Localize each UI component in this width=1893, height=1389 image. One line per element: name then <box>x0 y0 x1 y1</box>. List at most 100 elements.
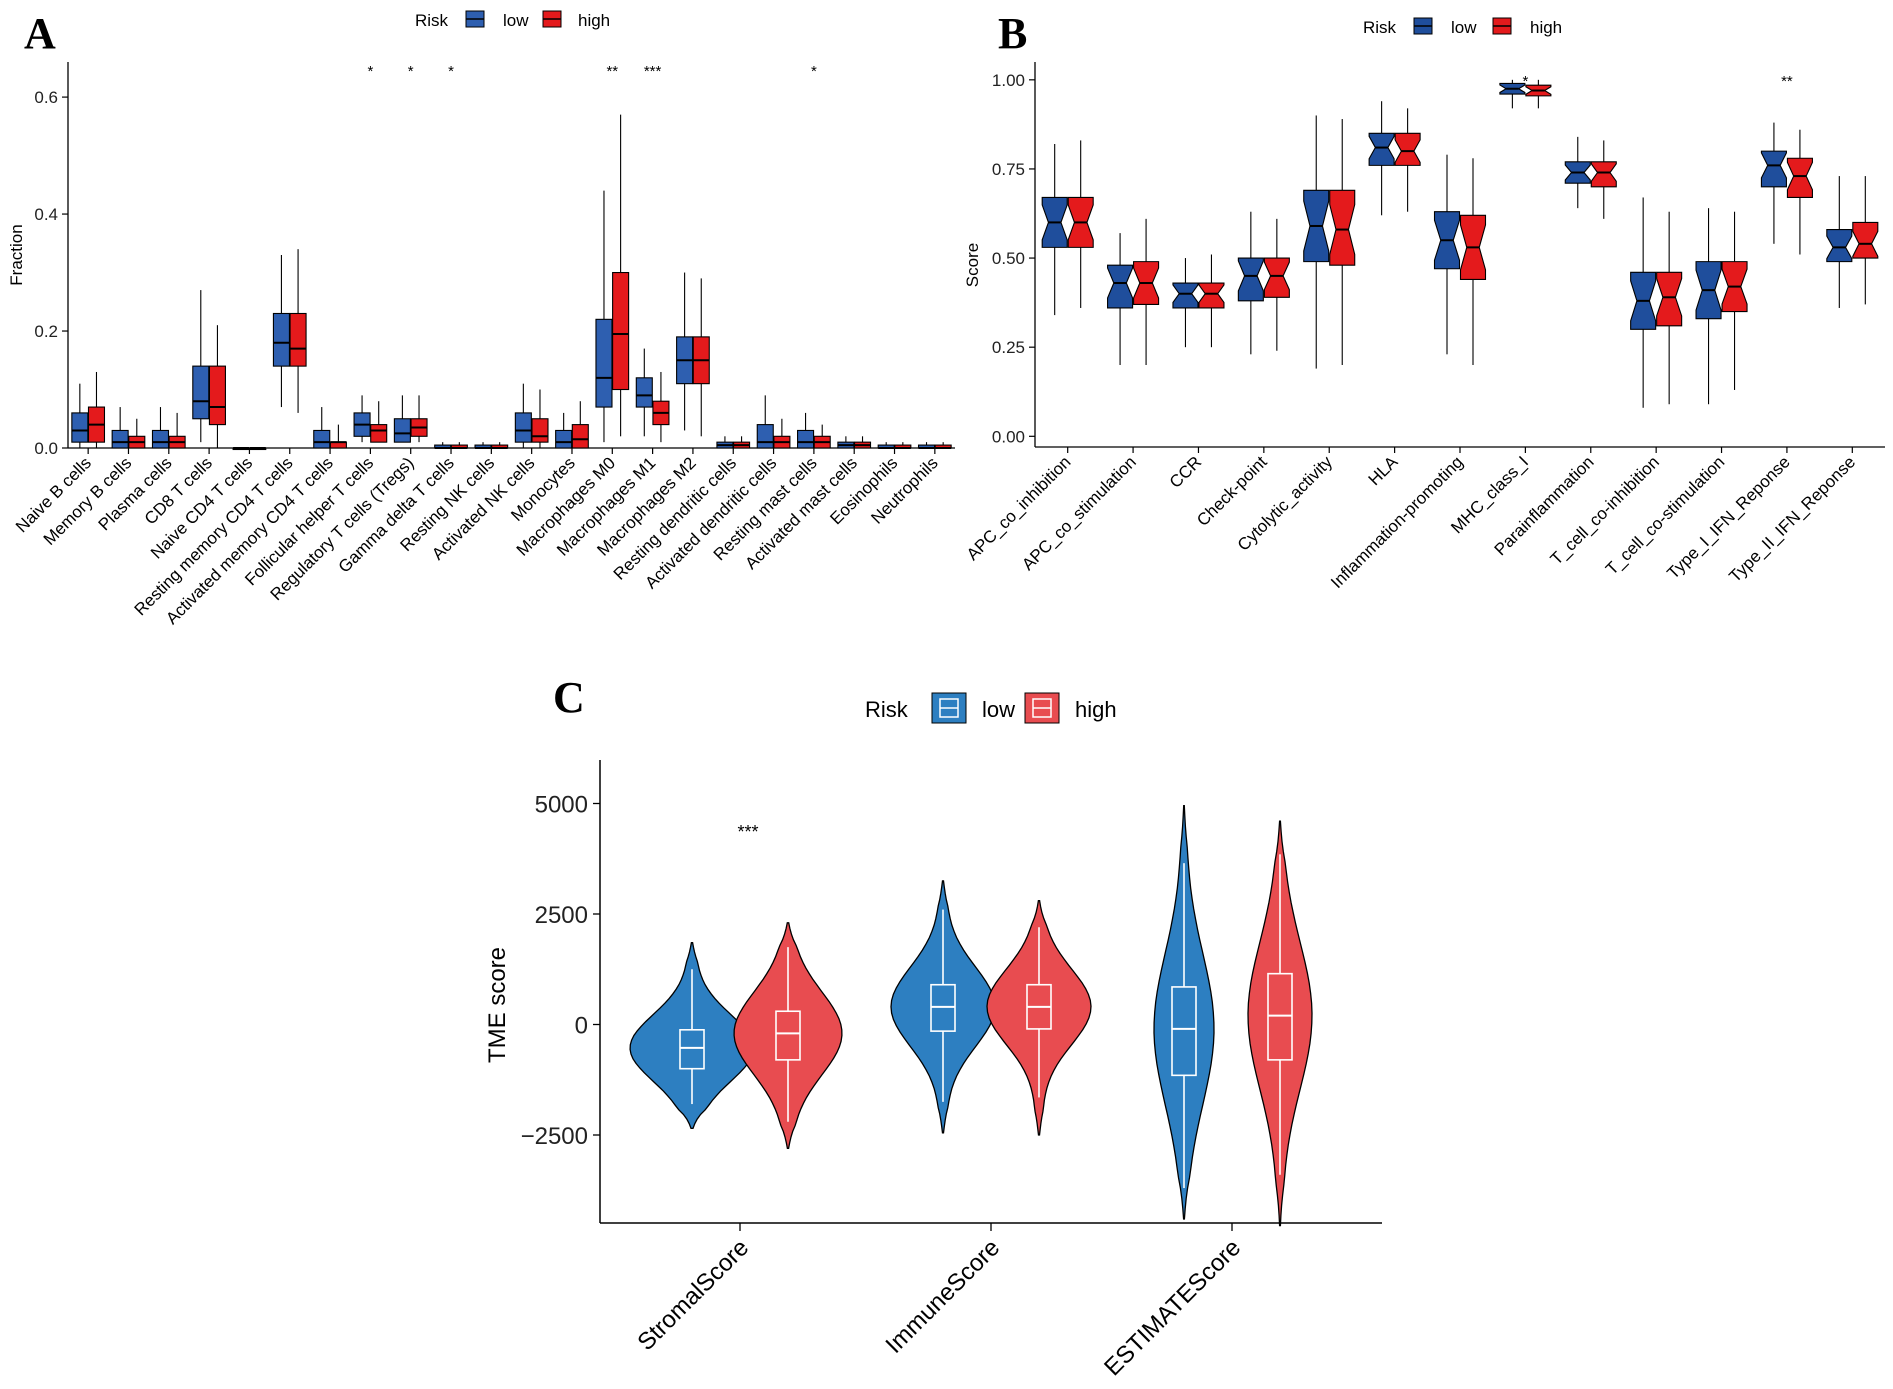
significance-label: ** <box>606 63 618 80</box>
violin-low <box>1153 805 1215 1220</box>
y-tick-label: 5000 <box>535 792 588 819</box>
y-tick-label: 0.00 <box>992 427 1025 446</box>
box-low <box>71 412 89 443</box>
panel-c-legend-low: low <box>982 697 1015 722</box>
panel-b-letter: B <box>998 9 1027 58</box>
panel-b-y-axis-label: Score <box>963 243 982 287</box>
y-tick-label: 0.50 <box>992 249 1025 268</box>
box-high <box>1786 157 1813 199</box>
violin-high <box>986 900 1092 1136</box>
box-high <box>1198 282 1225 309</box>
box-high <box>1852 221 1879 259</box>
panel-a-legend: Risk low high <box>415 10 610 30</box>
box-low <box>272 312 290 367</box>
x-tick-label: Type_II_IFN_Reponse <box>1725 452 1859 586</box>
x-tick-label: CCR <box>1166 452 1205 491</box>
box-low <box>1237 257 1264 302</box>
panel-c: C Risk low high TME score 5000 2500 0 −2500… <box>484 673 1382 1381</box>
box-low <box>595 318 613 408</box>
box-low <box>797 429 815 449</box>
panel-c-y-axis-label: TME score <box>484 947 511 1063</box>
panel-b-legend-title: Risk <box>1363 18 1397 37</box>
box-low <box>1826 228 1853 263</box>
box-high <box>531 418 549 443</box>
x-tick-label: T_cell_co-inhibition <box>1547 452 1663 568</box>
panel-a-y-axis-label: Fraction <box>7 224 26 285</box>
panel-b-legend-high: high <box>1530 18 1562 37</box>
panel-c-legend: Risk low high <box>865 692 1117 724</box>
x-tick-label: HLA <box>1365 452 1402 489</box>
panel-a: A Risk low high Fraction 0.00.20.40.6Nai… <box>7 9 955 628</box>
box-high <box>612 271 630 391</box>
x-tick-label: Inflammation-promoting <box>1327 452 1467 592</box>
violin-box <box>1171 986 1197 1077</box>
box-high <box>208 365 226 426</box>
significance-label: * <box>408 63 414 80</box>
x-tick-label: ImmuneScore <box>881 1234 1006 1359</box>
box-low <box>555 429 573 449</box>
significance-label: *** <box>644 63 662 80</box>
y-tick-label: −2500 <box>521 1123 588 1150</box>
significance-label: * <box>1522 73 1528 90</box>
box-low <box>756 424 774 449</box>
box-low <box>1760 150 1787 188</box>
violin-box <box>679 1029 705 1070</box>
y-tick-label: 1.00 <box>992 71 1025 90</box>
significance-label: * <box>448 63 454 80</box>
violin-box <box>1267 972 1293 1061</box>
y-tick-label: 0 <box>575 1013 588 1040</box>
panel-a-legend-low: low <box>503 11 529 30</box>
y-tick-label: 0.6 <box>34 88 58 107</box>
y-tick-label: 0.2 <box>34 322 58 341</box>
box-low <box>313 429 331 449</box>
y-tick-label: 0.75 <box>992 160 1025 179</box>
x-tick-label: T_cell_co-stimulation <box>1602 452 1728 578</box>
x-tick-label: Type_I_IFN_Reponse <box>1663 452 1793 582</box>
panel-b-plot: 0.000.250.500.751.00APC_co_inhibitionAPC… <box>963 62 1885 592</box>
violin-high <box>1247 820 1313 1227</box>
y-tick-label: 2500 <box>535 902 588 929</box>
significance-label: * <box>811 63 817 80</box>
box-high <box>289 312 307 367</box>
y-tick-label: 0.4 <box>34 205 58 224</box>
x-tick-label: APC_co_stimulation <box>1018 452 1140 574</box>
x-tick-label: ESTIMATEScore <box>1099 1234 1246 1381</box>
panel-a-legend-high: high <box>578 11 610 30</box>
box-high <box>1329 189 1356 266</box>
y-tick-label: 0.25 <box>992 338 1025 357</box>
panel-c-letter: C <box>553 673 585 722</box>
panel-c-legend-high: high <box>1075 697 1117 722</box>
x-tick-label: StromalScore <box>632 1234 754 1356</box>
box-high <box>1394 132 1421 166</box>
box-low <box>635 377 653 408</box>
box-low <box>1368 132 1395 166</box>
panel-c-legend-title: Risk <box>865 697 909 722</box>
panel-a-letter: A <box>24 9 56 58</box>
violin-high <box>733 922 843 1149</box>
box-high <box>1656 271 1683 327</box>
violin-box <box>775 1010 801 1061</box>
box-low <box>1172 282 1199 309</box>
box-high <box>1590 161 1617 188</box>
panel-b-legend: Risk low high <box>1363 17 1562 37</box>
box-low <box>151 429 170 449</box>
box-low <box>111 429 129 449</box>
box-high <box>571 424 589 449</box>
violin-box <box>930 983 956 1032</box>
panel-b-legend-low: low <box>1451 18 1477 37</box>
significance-label: ** <box>1781 73 1793 90</box>
significance-label: *** <box>737 822 758 842</box>
significance-label: * <box>367 63 373 80</box>
box-low <box>393 418 411 443</box>
panel-c-plot: 5000 2500 0 −2500 StromalScore *** ImmuneScore… <box>521 760 1382 1381</box>
box-low <box>1107 264 1134 309</box>
y-tick-label: 0.0 <box>34 439 58 458</box>
panel-b: B Risk low high Score 0.00 0.25 0.50 0.75 1.… <box>963 9 1885 592</box>
box-low <box>514 412 532 443</box>
box-low <box>192 365 210 420</box>
box-high <box>370 424 388 443</box>
panel-a-legend-title: Risk <box>415 11 449 30</box>
box-high <box>1263 257 1290 298</box>
